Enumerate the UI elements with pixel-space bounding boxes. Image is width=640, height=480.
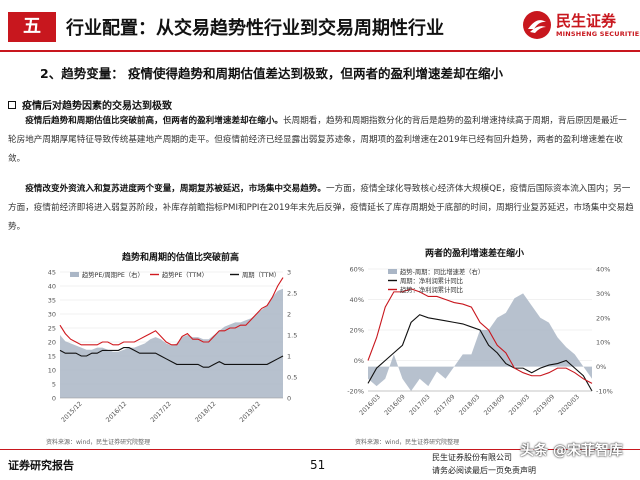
footer-disclaimer: 请务必阅读最后一页免责声明: [432, 466, 536, 475]
y-right-tick-label: 30%: [596, 290, 610, 298]
page-number: 51: [310, 458, 326, 472]
legend-label-1: 趋势PE（TTM）: [162, 270, 208, 279]
y-left-tick-label: 20: [48, 339, 56, 347]
y-left-tick-label: 45: [48, 269, 56, 277]
x-tick-label: 2019/03: [508, 393, 531, 416]
legend-label-2: 趋势：净利润累计同比: [400, 285, 463, 294]
series-line-2: [367, 288, 593, 384]
y-left-tick-label: 15: [48, 353, 56, 361]
header-divider: [0, 50, 640, 52]
x-tick-label: 2016/09: [383, 393, 406, 416]
series-line-2: [59, 347, 284, 368]
left-chart-source: 资料来源：wind，民生证券研究院整理: [46, 439, 151, 446]
y-left-tick-label: 30: [48, 311, 56, 319]
x-tick-label: 2019/09: [533, 393, 556, 416]
left-chart-title: 趋势和周期的估值比突破前高: [122, 253, 240, 263]
x-tick-label: 2018/12: [194, 400, 217, 423]
y-left-tick-label: 5: [52, 381, 56, 389]
footer-company: 民生证券股份有限公司: [432, 453, 512, 462]
series-area-0: [368, 293, 592, 391]
x-tick-label: 2017/09: [433, 393, 456, 416]
y-left-tick-label: 40: [48, 283, 56, 291]
x-tick-label: 2018/09: [483, 393, 506, 416]
footer-report-label: 证券研究报告: [8, 459, 74, 472]
watermark: 头条 @宋菲智库: [520, 443, 623, 459]
y-right-tick-label: 40%: [596, 266, 610, 274]
series-area-0: [60, 288, 283, 398]
y-left-tick-label: 35: [48, 297, 56, 305]
left-chart: 0 5 10 15 20 25 30 35 40 45 0 0.5 1 1.5 2 2.5 3 2015/12 20…: [48, 269, 298, 424]
y-right-tick-label: 10%: [596, 339, 610, 347]
legend-label-1: 周期：净利润累计同比: [400, 276, 463, 285]
subheading: 2、趋势变量： 疫情使得趋势和周期估值差达到极致，但两者的盈利增速差却在缩小: [40, 66, 504, 81]
paragraph-2: 疫情改变外资流入和复苏进度两个变量，周期复苏被延迟，市场集中交易趋势。一方面，疫…: [8, 180, 634, 237]
y-right-tick-label: 3: [287, 269, 291, 277]
page-title: 行业配置：从交易趋势性行业到交易周期性行业: [66, 18, 444, 39]
series-line-1: [59, 277, 284, 346]
y-left-tick-label: 0: [52, 395, 56, 403]
y-left-tick-label: 20%: [350, 327, 364, 335]
y-right-tick-label: 2: [287, 311, 291, 319]
y-right-tick-label: 0%: [596, 363, 606, 371]
section-number: 五: [8, 12, 56, 42]
paragraph-2-bold: 疫情改变外资流入和复苏进度两个变量，周期复苏被延迟，市场集中交易趋势。: [25, 184, 326, 194]
x-tick-label: 2017/12: [149, 400, 172, 423]
paragraph-1-text: 长周期看，趋势和周期指数分化的背后是趋势的盈利增速持续高于周期，背后原因是最近一…: [8, 116, 627, 164]
minsheng-logo-icon: [523, 11, 551, 39]
y-left-tick-label: 40%: [350, 296, 364, 304]
paragraph-1: 疫情后趋势和周期估值比突破前高，但两者的盈利增速差却在缩小。长周期看，趋势和周期…: [8, 112, 634, 169]
x-tick-label: 2020/03: [558, 393, 581, 416]
legend-swatch-0: [70, 272, 79, 277]
paragraph-1-bold: 疫情后趋势和周期估值比突破前高，但两者的盈利增速差却在缩小。: [25, 116, 284, 126]
y-right-tick-label: 20%: [596, 314, 610, 322]
logo-chinese-name: 民生证券: [556, 12, 617, 30]
x-tick-label: 2018/03: [458, 393, 481, 416]
y-left-tick-label: 25: [48, 325, 56, 333]
legend-label-2: 周期（TTM）: [242, 271, 280, 279]
y-right-tick-label: 1.5: [287, 332, 297, 340]
company-logo: 民生证券 MINSHENG SECURITIES: [522, 8, 640, 44]
y-left-tick-label: 0%: [354, 357, 364, 365]
x-tick-label: 2019/12: [239, 400, 262, 423]
right-chart-source: 资料来源：wind，民生证券研究院整理: [355, 439, 460, 446]
logo-english-name: MINSHENG SECURITIES: [556, 30, 640, 38]
bullet-heading: 疫情后对趋势因素的交易达到极致: [8, 97, 172, 112]
x-tick-label: 2016/12: [105, 400, 128, 423]
footer-divider: [0, 449, 640, 450]
series-line-1: [367, 314, 593, 392]
y-left-tick-label: 60%: [350, 266, 364, 274]
legend-swatch-0: [388, 269, 397, 274]
right-chart-title: 两者的盈利增速差在缩小: [425, 249, 525, 259]
x-tick-label: 2016/03: [358, 393, 381, 416]
paragraph-2-text: 一方面，疫情全球化导致核心经济体大规模QE，疫情后国际资本流入国内；另一方面，疫…: [8, 184, 634, 232]
x-tick-label: 2015/12: [60, 400, 83, 423]
page-header: 五 行业配置：从交易趋势性行业到交易周期性行业 民生证券 MINSHENG SE…: [0, 0, 640, 52]
legend-label-0: 趋势-周期：同比增速差（右）: [400, 267, 484, 276]
square-bullet-icon: [8, 101, 16, 109]
y-right-tick-label: 0.5: [287, 374, 297, 382]
legend-label-0: 趋势PE/周期PE（右）: [82, 270, 144, 279]
bullet-heading-text: 疫情后对趋势因素的交易达到极致: [22, 101, 172, 112]
y-right-tick-label: 0: [287, 395, 291, 403]
y-right-tick-label: 2.5: [287, 290, 297, 298]
y-right-tick-label: -10%: [596, 388, 613, 396]
y-right-tick-label: 1: [287, 353, 291, 361]
right-chart: -20% 0% 20% 40% 60% -10% 0% 10% 20% 30% 40% 2016/03…: [347, 266, 613, 417]
y-left-tick-label: 10: [48, 367, 56, 375]
x-tick-label: 2017/03: [408, 393, 431, 416]
y-left-tick-label: -20%: [347, 388, 364, 396]
